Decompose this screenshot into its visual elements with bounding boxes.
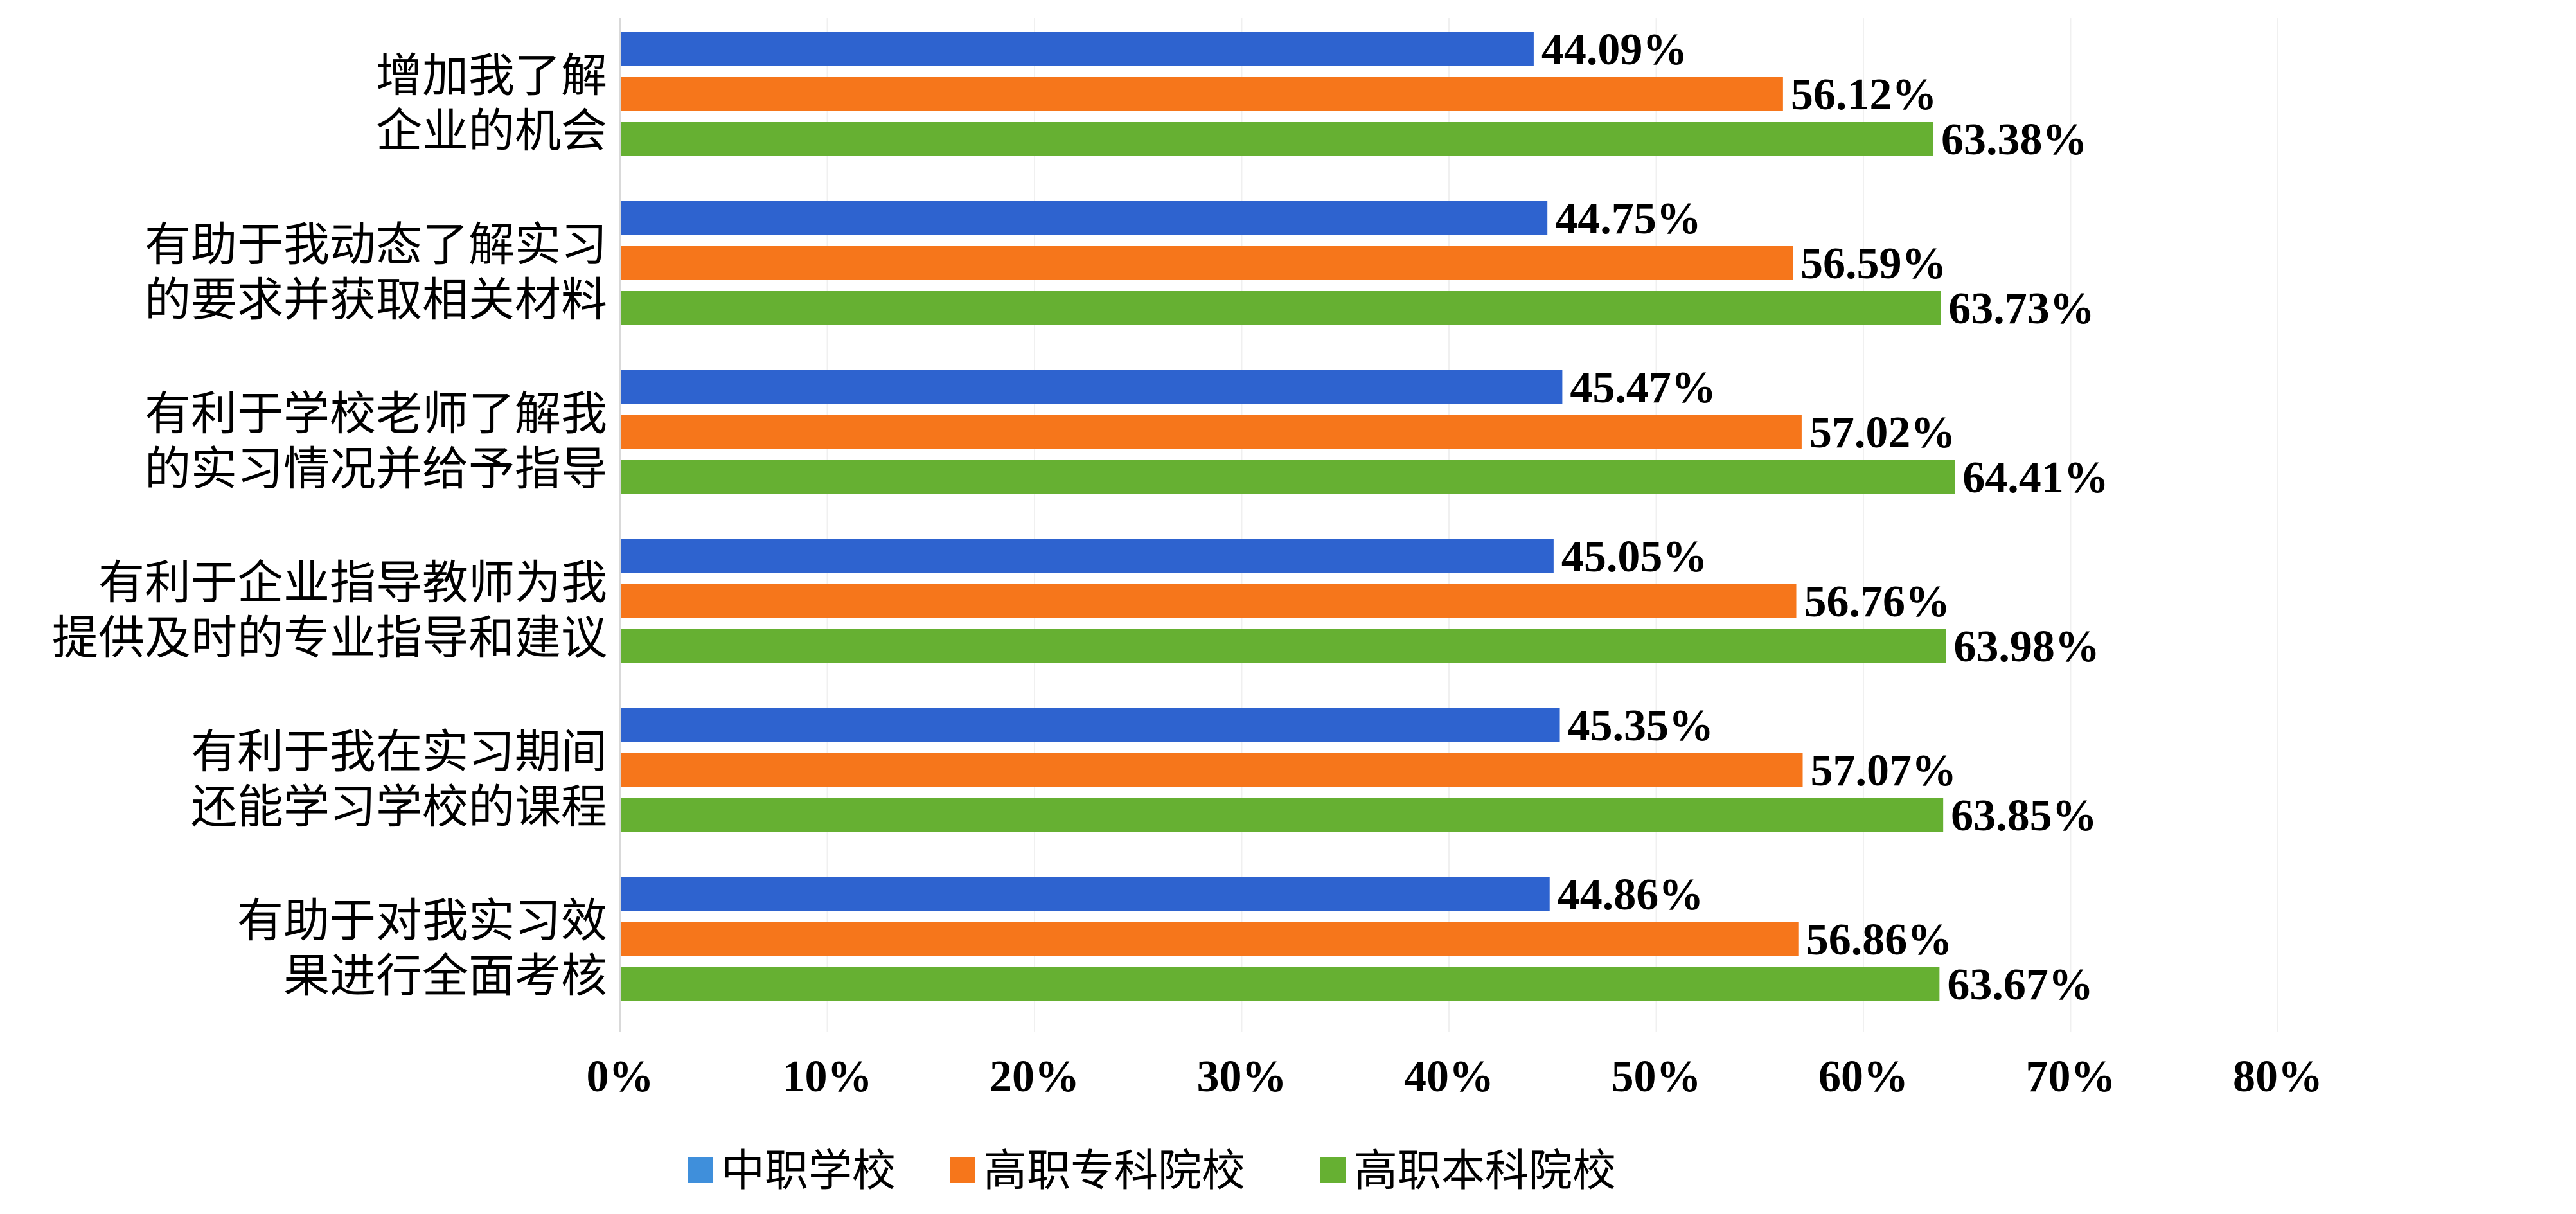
category-label: 的实习情况并给予指导	[145, 442, 607, 496]
legend: 中职学校 高职专科院校 高职本科院校	[688, 1146, 1616, 1197]
data-label: 63.38%	[1941, 115, 2088, 165]
bar	[620, 122, 1934, 156]
bar	[620, 584, 1797, 618]
data-label: 45.35%	[1568, 701, 1714, 751]
data-label: 56.86%	[1806, 915, 1953, 965]
bar	[620, 798, 1944, 832]
bar	[620, 629, 1946, 663]
data-label: 57.02%	[1809, 408, 1956, 458]
x-tick-label: 70%	[2026, 1052, 2116, 1102]
bar	[620, 246, 1793, 280]
legend-swatch	[688, 1157, 713, 1183]
data-label: 57.07%	[1811, 746, 1957, 796]
category-label: 增加我了解	[376, 49, 607, 103]
data-label: 44.86%	[1558, 870, 1704, 920]
data-label: 45.05%	[1561, 532, 1708, 582]
data-label: 63.73%	[1948, 284, 2095, 334]
category-label: 的要求并获取相关材料	[145, 273, 607, 327]
legend-swatch	[1320, 1157, 1346, 1183]
bar	[620, 291, 1941, 325]
bar	[620, 922, 1799, 956]
grid-lines	[826, 18, 2278, 1032]
category-label: 有利于企业指导教师为我	[98, 556, 607, 610]
x-tick-label: 60%	[1818, 1052, 1908, 1102]
category-label: 有利于学校老师了解我	[145, 387, 607, 441]
x-tick-label: 80%	[2233, 1052, 2323, 1102]
x-tick-label: 20%	[990, 1052, 1079, 1102]
x-tick-label: 30%	[1197, 1052, 1287, 1102]
category-label: 有助于对我实习效	[237, 894, 607, 948]
x-tick-label: 0%	[587, 1052, 654, 1102]
category-label: 果进行全面考核	[283, 949, 607, 1003]
bar	[620, 967, 1940, 1001]
data-label: 56.12%	[1791, 70, 1937, 120]
legend-label: 中职学校	[721, 1146, 896, 1197]
data-label: 63.98%	[1953, 622, 2100, 672]
data-label: 63.67%	[1947, 960, 2093, 1010]
legend-label: 高职专科院校	[983, 1146, 1245, 1197]
bar	[620, 753, 1803, 787]
bar	[620, 539, 1554, 573]
data-label: 56.76%	[1804, 577, 1951, 627]
data-label: 45.47%	[1570, 363, 1716, 413]
category-label: 有利于我在实习期间	[191, 725, 607, 779]
data-label: 44.09%	[1541, 25, 1688, 75]
x-tick-label: 50%	[1612, 1052, 1701, 1102]
data-label: 63.85%	[1951, 791, 2097, 841]
bar	[620, 460, 1955, 494]
bar	[620, 415, 1802, 449]
category-label: 提供及时的专业指导和建议	[52, 611, 607, 665]
bar	[620, 77, 1783, 111]
value-labels: 44.09% 56.12%63.38% 44.75% 56.59%63.73% 45.4…	[1541, 25, 2109, 1010]
data-label: 56.59%	[1800, 239, 1947, 289]
x-tick-label: 40%	[1404, 1052, 1494, 1102]
data-label: 64.41%	[1962, 453, 2109, 503]
legend-label: 高职本科院校	[1354, 1146, 1616, 1197]
category-label: 还能学习学校的课程	[191, 780, 607, 834]
bar	[620, 201, 1548, 235]
bar	[620, 708, 1560, 742]
category-labels: 增加我了解企业的机会有助于我动态了解实习的要求并获取相关材料有利于学校老师了解我…	[52, 49, 607, 1003]
bar	[620, 370, 1563, 404]
legend-swatch	[950, 1157, 975, 1183]
category-label: 企业的机会	[376, 104, 607, 158]
bar	[620, 877, 1550, 911]
bar	[620, 32, 1534, 66]
bars	[620, 32, 1955, 1001]
category-label: 有助于我动态了解实习	[145, 218, 607, 272]
x-tick-label: 10%	[783, 1052, 873, 1102]
data-label: 44.75%	[1555, 194, 1701, 244]
x-tick-labels: 0% 10% 20% 30% 40% 50% 60% 70% 80%	[587, 1052, 2323, 1102]
